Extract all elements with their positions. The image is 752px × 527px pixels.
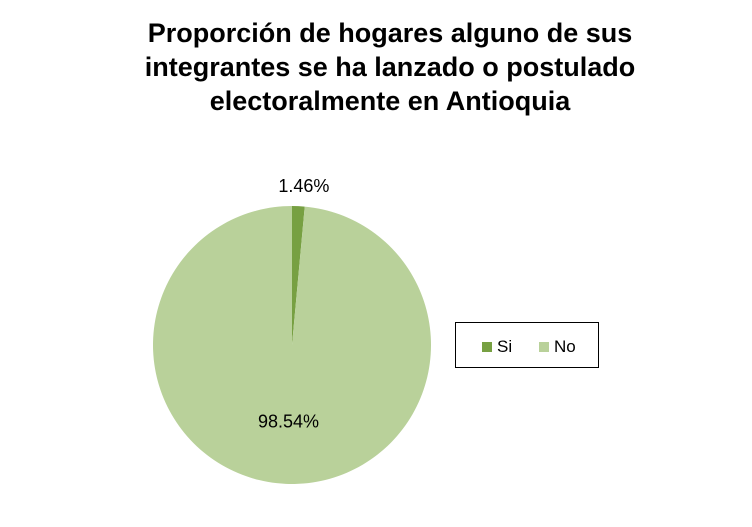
legend-swatch-no <box>539 342 549 352</box>
chart-title-line-3: electoralmente en Antioquia <box>209 86 571 116</box>
data-label-si: 1.46% <box>278 176 329 196</box>
legend-item-si: Si <box>482 337 512 357</box>
chart-title-line-1: Proporción de hogares alguno de sus <box>147 18 633 48</box>
chart-title-line-2: integrantes se ha lanzado o postulado <box>144 52 636 82</box>
data-label-no: 98.54% <box>258 411 319 431</box>
chart-title: Proporción de hogares alguno de sus inte… <box>100 16 680 118</box>
pie-slice-no <box>153 206 432 485</box>
legend-swatch-si <box>482 342 492 352</box>
legend-item-no: No <box>539 337 576 357</box>
pie-slice-si <box>292 206 305 345</box>
legend: Si No <box>455 322 599 368</box>
legend-label-no: No <box>554 337 576 356</box>
legend-label-si: Si <box>497 337 513 356</box>
